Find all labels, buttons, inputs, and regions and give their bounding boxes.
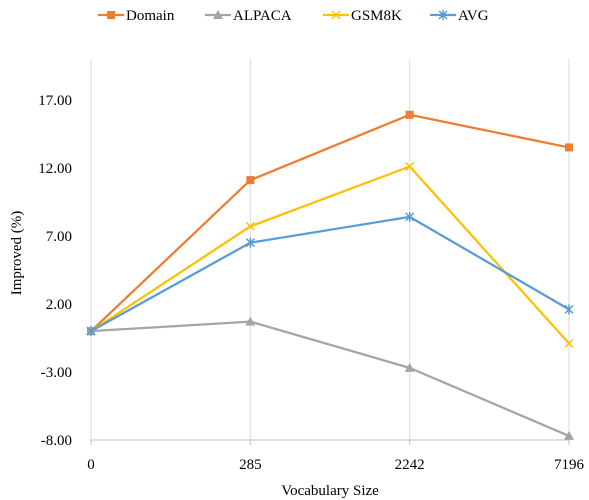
point-marker <box>245 316 256 326</box>
legend-item-domain: Domain <box>98 8 175 24</box>
point-marker <box>405 110 414 119</box>
point-marker <box>438 10 448 20</box>
y-tick-labels: -8.00 -3.00 2.00 7.00 12.00 17.00 <box>38 93 72 449</box>
point-marker <box>564 430 574 440</box>
legend-label: GSM8K <box>351 8 402 24</box>
series-line-avg <box>90 215 570 333</box>
y-tick-label: 2.00 <box>46 297 72 313</box>
x-tick-label: 2242 <box>395 457 425 473</box>
point-marker <box>331 10 341 20</box>
point-marker <box>245 221 255 231</box>
series-domain <box>87 110 573 336</box>
y-tick-label: 17.00 <box>38 93 72 109</box>
point-marker <box>405 161 415 172</box>
legend-item-alpaca: ALPACA <box>205 8 292 24</box>
y-axis-title: Improved (%) <box>9 211 25 296</box>
point-marker <box>246 176 255 185</box>
gridlines <box>90 59 570 440</box>
point-marker <box>564 338 574 348</box>
series-line-gsm8k <box>90 165 570 345</box>
legend-item-avg: AVG <box>430 8 489 24</box>
point-marker <box>86 326 96 337</box>
series-gsm8k <box>86 161 574 348</box>
series-avg <box>86 211 574 337</box>
axes <box>90 439 570 445</box>
y-tick-label: 12.00 <box>38 161 72 177</box>
point-marker <box>107 11 115 19</box>
x-tick-labels: 0 285 2242 7196 <box>87 457 584 473</box>
legend-label: Domain <box>126 8 175 24</box>
x-axis-title: Vocabulary Size <box>281 483 379 499</box>
legend-label: ALPACA <box>233 8 292 24</box>
point-marker <box>404 362 415 372</box>
series-line-domain <box>90 113 570 332</box>
x-tick-label: 7196 <box>554 457 585 473</box>
point-marker <box>405 211 415 222</box>
y-tick-label: 7.00 <box>46 229 72 245</box>
legend-item-gsm8k: GSM8K <box>323 8 402 24</box>
series-alpaca <box>86 316 574 440</box>
point-marker <box>245 237 255 248</box>
x-tick-label: 285 <box>239 457 262 473</box>
legend-label: AVG <box>458 8 489 24</box>
legend: Domain ALPACA GSM8K AVG <box>98 8 489 24</box>
series-line-alpaca <box>90 320 570 437</box>
series-layer <box>86 110 574 440</box>
y-tick-label: -8.00 <box>41 433 72 449</box>
point-marker <box>213 10 223 19</box>
y-tick-label: -3.00 <box>41 365 72 381</box>
point-marker <box>564 304 574 315</box>
x-tick-label: 0 <box>87 457 95 473</box>
point-marker <box>565 143 573 152</box>
